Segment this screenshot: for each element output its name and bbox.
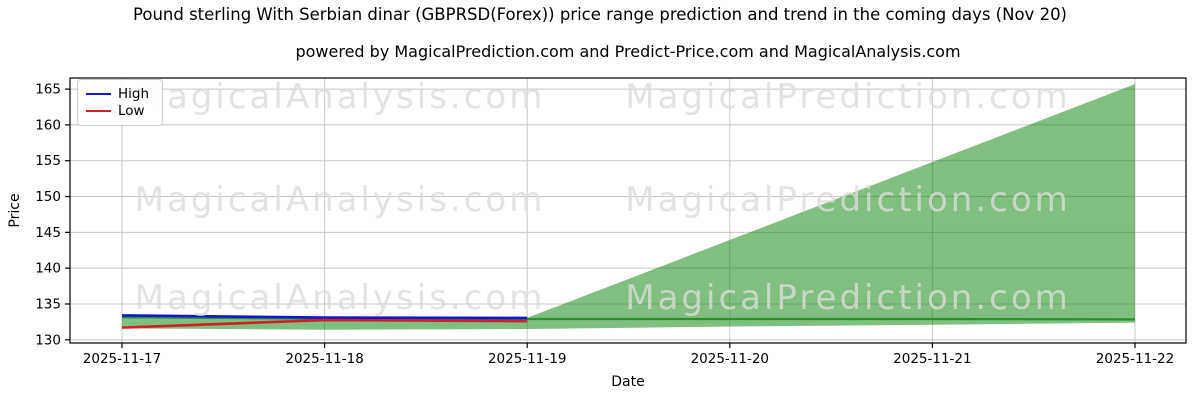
chart-subtitle: powered by MagicalPrediction.com and Pre… <box>295 42 961 61</box>
x-tick-label: 2025-11-21 <box>893 351 971 367</box>
y-tick-label: 155 <box>35 153 61 169</box>
x-tick-label: 2025-11-17 <box>83 351 161 367</box>
legend-swatch-high <box>86 93 111 95</box>
y-tick-label: 140 <box>35 261 61 277</box>
legend-label-low: Low <box>118 103 145 119</box>
prediction-band <box>122 84 1135 330</box>
legend-item-high: High <box>86 86 154 102</box>
x-tick-label: 2025-11-18 <box>285 351 363 367</box>
legend-swatch-low <box>86 110 111 112</box>
x-tick-label: 2025-11-20 <box>691 351 769 367</box>
y-tick-label: 160 <box>35 117 61 133</box>
high-line <box>121 314 528 320</box>
y-tick-label: 130 <box>35 332 61 348</box>
y-tick-label: 165 <box>35 82 61 98</box>
low-line <box>121 318 528 329</box>
chart-title: Pound sterling With Serbian dinar (GBPRS… <box>133 5 1067 24</box>
plot-border <box>69 77 1187 344</box>
chart-legend: High Low <box>77 79 163 126</box>
x-axis-title: Date <box>611 374 644 390</box>
y-tick-label: 145 <box>35 225 61 241</box>
y-tick-label: 150 <box>35 189 61 205</box>
legend-item-low: Low <box>86 103 154 119</box>
x-tick-label: 2025-11-22 <box>1096 351 1174 367</box>
y-axis-title: Price <box>7 193 23 227</box>
y-tick-label: 135 <box>35 296 61 312</box>
x-tick-label: 2025-11-19 <box>488 351 566 367</box>
legend-label-high: High <box>118 86 150 102</box>
